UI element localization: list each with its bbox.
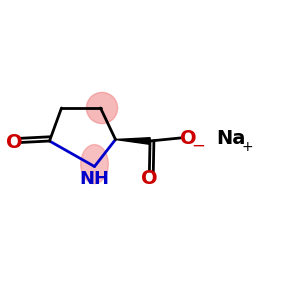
Text: Na: Na <box>216 128 246 148</box>
Text: O: O <box>141 169 158 188</box>
Polygon shape <box>116 138 150 144</box>
Text: +: + <box>242 140 254 154</box>
Text: NH: NH <box>80 170 110 188</box>
Circle shape <box>86 92 118 124</box>
Text: O: O <box>6 133 23 152</box>
Ellipse shape <box>81 145 108 184</box>
Text: O: O <box>180 128 196 148</box>
Text: −: − <box>191 136 205 154</box>
